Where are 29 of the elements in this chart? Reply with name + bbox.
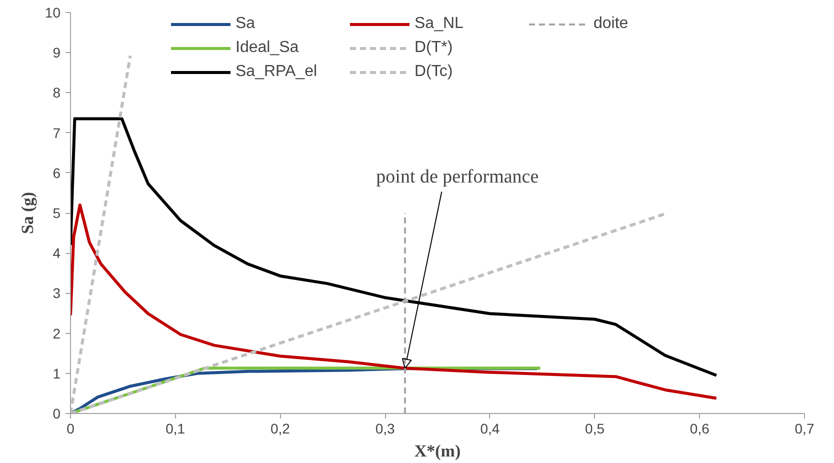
- y-tick-label: 8: [52, 84, 61, 101]
- legend-label: Ideal_Sa: [236, 39, 300, 57]
- y-tick-label: 2: [52, 325, 61, 342]
- x-tick-label: 0,5: [585, 420, 605, 436]
- y-tick-label: 10: [44, 4, 61, 20]
- y-tick-label: 0: [52, 406, 61, 422]
- y-tick-label: 1: [52, 365, 61, 382]
- x-tick-label: 0,1: [166, 420, 186, 436]
- y-tick-label: 4: [52, 245, 61, 262]
- legend-label: Sa: [236, 15, 256, 33]
- legend-label: D(Tc): [414, 63, 454, 81]
- x-tick-label: 0: [66, 420, 75, 436]
- x-tick-label: 0,2: [270, 420, 290, 436]
- x-axis-title: X*(m): [414, 442, 461, 460]
- x-tick-label: 0,7: [794, 420, 814, 436]
- legend-label: Sa_RPA_el: [236, 63, 318, 81]
- y-tick-label: 9: [52, 44, 61, 61]
- y-axis-title: Sa (g): [18, 192, 37, 234]
- legend-label: doite: [594, 15, 630, 33]
- y-tick-label: 6: [52, 164, 61, 181]
- x-tick-label: 0,6: [690, 420, 710, 436]
- annotation: point de performance: [376, 166, 539, 188]
- legend-label: Sa_NL: [414, 15, 464, 33]
- x-tick-label: 0,4: [480, 420, 500, 436]
- legend-label: D(T*): [414, 39, 454, 57]
- x-tick-label: 0,3: [375, 420, 396, 436]
- y-tick-label: 3: [52, 285, 61, 302]
- y-tick-label: 7: [52, 124, 61, 141]
- y-tick-label: 5: [52, 205, 61, 221]
